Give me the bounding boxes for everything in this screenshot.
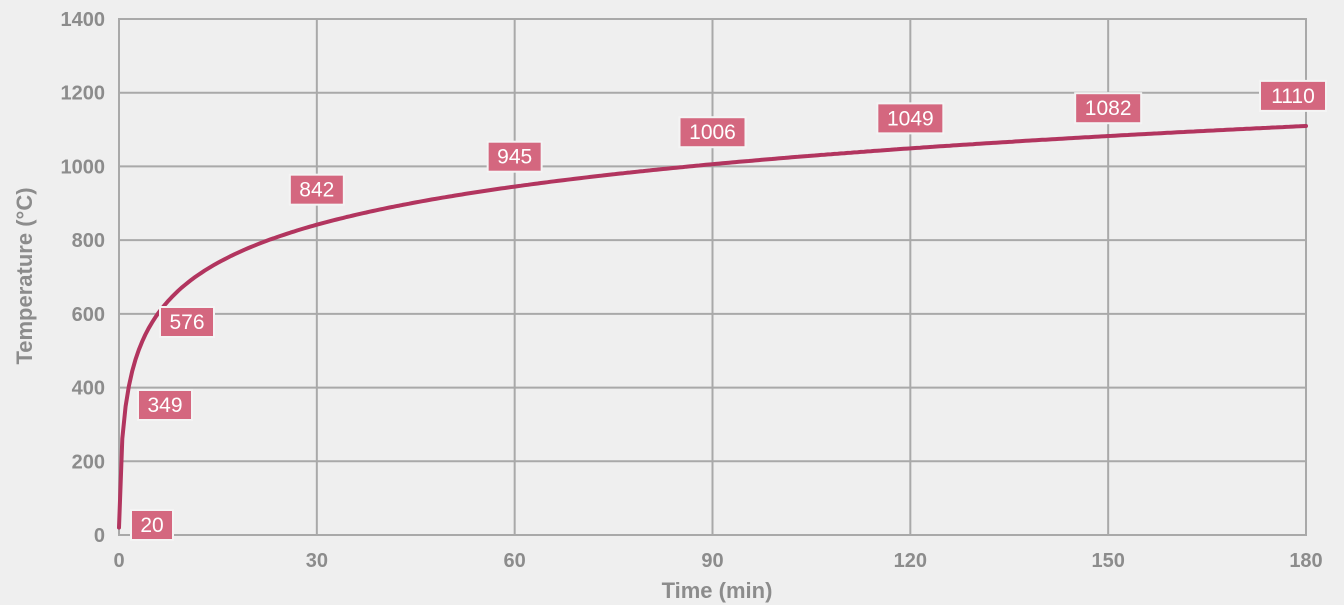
data-label-box bbox=[876, 102, 945, 135]
data-label: 1006 bbox=[678, 116, 747, 149]
data-label-box bbox=[159, 306, 215, 338]
data-label: 945 bbox=[486, 140, 543, 173]
x-tick-label: 0 bbox=[113, 550, 124, 572]
y-tick-label: 1200 bbox=[61, 83, 106, 105]
data-label: 842 bbox=[288, 173, 345, 206]
data-label-text: 1082 bbox=[1085, 97, 1132, 120]
y-tick-label: 200 bbox=[72, 451, 105, 473]
data-label-text: 842 bbox=[299, 179, 334, 202]
data-label-box bbox=[137, 389, 193, 421]
y-tick-label: 1400 bbox=[61, 9, 106, 31]
x-tick-label: 150 bbox=[1091, 550, 1124, 572]
y-tick-label: 1000 bbox=[61, 156, 106, 178]
data-label: 349 bbox=[137, 389, 193, 421]
x-tick-label: 180 bbox=[1289, 550, 1322, 572]
x-axis-title: Time (min) bbox=[662, 578, 773, 603]
data-label-text: 1006 bbox=[689, 121, 736, 144]
data-label-box bbox=[1259, 79, 1327, 112]
data-label-box bbox=[288, 173, 345, 206]
data-label-box bbox=[486, 140, 543, 173]
tick-labels: 0 200 400 600 800 1000 1200 1400 0 30 60 90 120 150 18… bbox=[61, 9, 1323, 572]
data-label-box bbox=[130, 509, 174, 541]
y-tick-label: 0 bbox=[94, 525, 105, 547]
data-label-box bbox=[678, 116, 747, 149]
data-label-box bbox=[1074, 92, 1143, 125]
y-tick-label: 800 bbox=[72, 230, 105, 252]
x-tick-label: 60 bbox=[504, 550, 526, 572]
y-axis-title: Temperature (°C) bbox=[12, 187, 37, 364]
x-tick-label: 90 bbox=[701, 550, 723, 572]
data-label: 1082 bbox=[1074, 92, 1143, 125]
data-label: 1049 bbox=[876, 102, 945, 135]
x-tick-label: 120 bbox=[894, 550, 927, 572]
y-tick-label: 400 bbox=[72, 378, 105, 400]
x-tick-label: 30 bbox=[306, 550, 328, 572]
data-labels: 20 349 576 842 945 1006 1049 1082 1110 bbox=[130, 79, 1327, 541]
data-label: 576 bbox=[159, 306, 215, 338]
data-label: 1110 bbox=[1259, 79, 1327, 112]
data-label-text: 349 bbox=[147, 394, 182, 417]
data-label-text: 1110 bbox=[1271, 85, 1315, 108]
data-label: 20 bbox=[130, 509, 174, 541]
grid bbox=[118, 18, 1307, 536]
temperature-curve bbox=[117, 124, 1308, 530]
data-label-text: 576 bbox=[169, 311, 204, 334]
plot-frame bbox=[118, 18, 1307, 536]
data-label-text: 945 bbox=[497, 146, 532, 169]
data-label-text: 1049 bbox=[887, 107, 934, 130]
data-label-text: 20 bbox=[140, 514, 163, 537]
y-tick-label: 600 bbox=[72, 304, 105, 326]
